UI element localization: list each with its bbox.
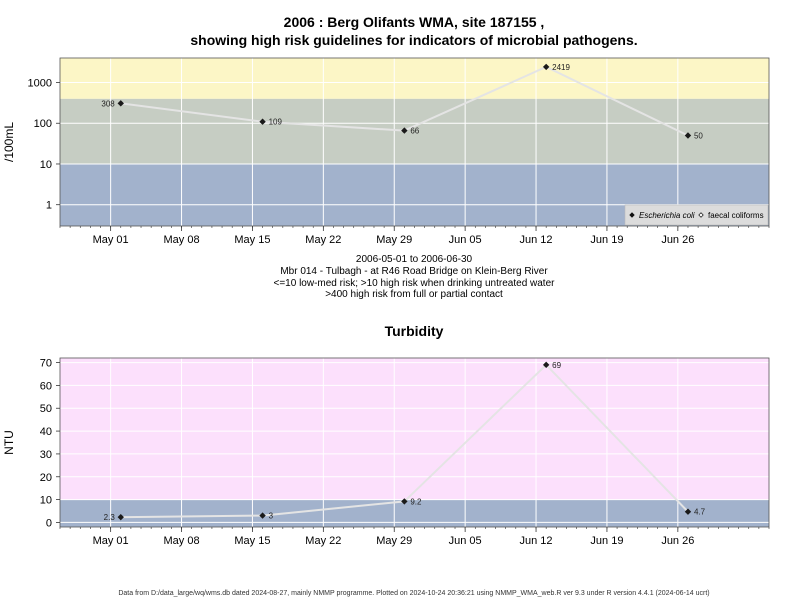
ecoli-xtick-label-6: Jun 12 [520,234,553,246]
turbidity-data-label-0: 2.3 [104,513,116,522]
ecoli-point-0 [117,100,124,107]
turbidity-point-3 [542,361,550,369]
ecoli-data-label-0: 308 [101,99,115,108]
guideline-text-2: >400 high risk from full or partial cont… [325,289,503,300]
date-range-text: 2006-05-01 to 2006-06-30 [356,254,473,265]
turbidity-point-2 [401,498,408,505]
guideline-text-1: <=10 low-med risk; >10 high risk when dr… [274,278,556,289]
turbidity-xtick-label-3: May 22 [305,535,341,547]
site-description-text: Mbr 014 - Tulbagh - at R46 Road Bridge o… [280,266,548,277]
ecoli-xtick-label-1: May 08 [164,234,200,246]
turbidity-xtick-label-7: Jun 19 [590,535,623,547]
turbidity-ytick-label-1: 10 [40,495,52,507]
turbidity-plot: May 01 May 08 May 15 May 22 May 29 Jun 05 Jun … [2,358,770,547]
turbidity-y-axis-label: NTU [2,430,16,455]
ecoli-y-axis-label: /100mL [2,122,16,162]
turbidity-xtick-label-8: Jun 26 [661,535,694,547]
ecoli-data-label-2: 66 [410,127,419,136]
turbidity-ytick-label-6: 60 [40,380,52,392]
turbidity-chart-title: Turbidity [385,323,444,339]
ecoli-ytick-label-1: 10 [40,159,52,171]
turbidity-band-1 [60,358,769,500]
turbidity-ytick-label-5: 50 [40,403,52,415]
turbidity-point-1 [259,512,266,519]
ecoli-ytick-label-3: 1000 [28,78,52,90]
turbidity-point-0 [117,513,124,521]
ecoli-xtick-label-4: May 29 [376,234,412,246]
turbidity-data-label-4: 4.7 [694,508,706,517]
turbidity-data-label-3: 69 [552,361,561,370]
ecoli-xtick-label-2: May 15 [234,234,270,246]
ecoli-xtick-label-7: Jun 19 [590,234,623,246]
ecoli-xtick-label-8: Jun 26 [661,234,694,246]
turbidity-ytick-label-7: 70 [40,358,52,370]
chart-title-line1: 2006 : Berg Olifants WMA, site 187155 , [284,14,545,30]
ecoli-legend-marker-0 [629,212,635,218]
turbidity-point-4 [684,508,692,515]
turbidity-xtick-label-2: May 15 [234,535,270,547]
ecoli-band-2 [60,58,769,99]
ecoli-legend-box [624,204,769,226]
turbidity-data-label-2: 9.2 [410,497,422,506]
turbidity-ytick-label-3: 30 [40,449,52,461]
ecoli-data-label-3: 2419 [552,63,570,72]
turbidity-ytick-label-2: 20 [40,472,52,484]
turbidity-ytick-label-4: 40 [40,426,52,438]
footer-text: Data from D:/data_large/wq/wms.db dated … [118,590,709,597]
ecoli-legend-marker-1 [698,212,704,218]
ecoli-xtick-label-0: May 01 [93,234,129,246]
ecoli-point-4 [684,132,692,139]
ecoli-xtick-label-5: Jun 05 [449,234,482,246]
turbidity-xtick-label-6: Jun 12 [520,535,553,547]
turbidity-xtick-label-0: May 01 [93,535,129,547]
ecoli-point-1 [259,118,266,125]
chart-title-line2: showing high risk guidelines for indicat… [190,32,637,48]
ecoli-legend-label-0: Escherichia coli [639,211,695,220]
ecoli-point-3 [542,63,550,71]
ecoli-band-1 [60,98,769,164]
ecoli-data-label-1: 109 [269,118,283,127]
ecoli-data-label-4: 50 [694,132,703,141]
turbidity-xtick-label-1: May 08 [164,535,200,547]
ecoli-xtick-label-3: May 22 [305,234,341,246]
turbidity-data-label-1: 3 [269,512,274,521]
turbidity-xtick-label-5: Jun 05 [449,535,482,547]
ecoli-ytick-label-2: 100 [34,118,52,130]
ecoli-point-2 [401,127,408,134]
ecoli-legend-label-1: faecal coliforms [708,211,764,220]
turbidity-ytick-label-0: 0 [46,517,52,529]
ecoli-plot: May 01 May 08 May 15 May 22 May 29 Jun 05 Jun … [2,57,770,246]
turbidity-xtick-label-4: May 29 [376,535,412,547]
ecoli-ytick-label-0: 1 [46,200,52,212]
